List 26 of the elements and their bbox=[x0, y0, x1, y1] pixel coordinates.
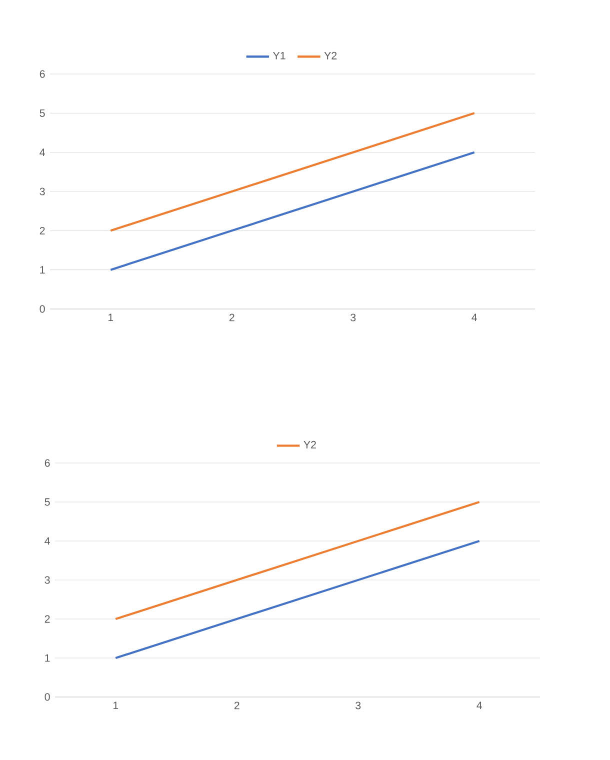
y-tick-label: 6 bbox=[44, 459, 50, 467]
y-tick-label: 4 bbox=[40, 148, 45, 156]
x-tick-label: 1 bbox=[108, 314, 114, 322]
y-tick-label: 0 bbox=[44, 693, 50, 701]
x-tick-label: 4 bbox=[476, 702, 482, 710]
legend-label: Y2 bbox=[324, 52, 337, 60]
y-tick-label: 6 bbox=[40, 70, 45, 78]
y-tick-label: 2 bbox=[44, 615, 50, 623]
x-tick-label: 3 bbox=[356, 702, 361, 710]
y-tick-label: 4 bbox=[44, 537, 50, 545]
y-tick-label: 1 bbox=[45, 654, 50, 662]
y-tick-label: 3 bbox=[44, 576, 50, 584]
y-tick-label: 5 bbox=[44, 498, 50, 506]
y-tick-label: 0 bbox=[40, 305, 45, 313]
legend-label: Y1 bbox=[273, 52, 286, 60]
x-tick-label: 3 bbox=[350, 314, 356, 322]
x-tick-label: 2 bbox=[234, 702, 240, 710]
x-tick-label: 1 bbox=[113, 702, 118, 710]
line-series bbox=[110, 151, 476, 271]
y-tick-label: 2 bbox=[40, 226, 45, 234]
y-tick-label: 1 bbox=[40, 266, 45, 274]
y-tick-label: 3 bbox=[40, 188, 45, 196]
x-tick-label: 4 bbox=[472, 314, 478, 322]
legend-label: Y2 bbox=[304, 440, 316, 448]
x-tick-label: 2 bbox=[229, 314, 234, 322]
y-tick-label: 5 bbox=[40, 109, 45, 117]
